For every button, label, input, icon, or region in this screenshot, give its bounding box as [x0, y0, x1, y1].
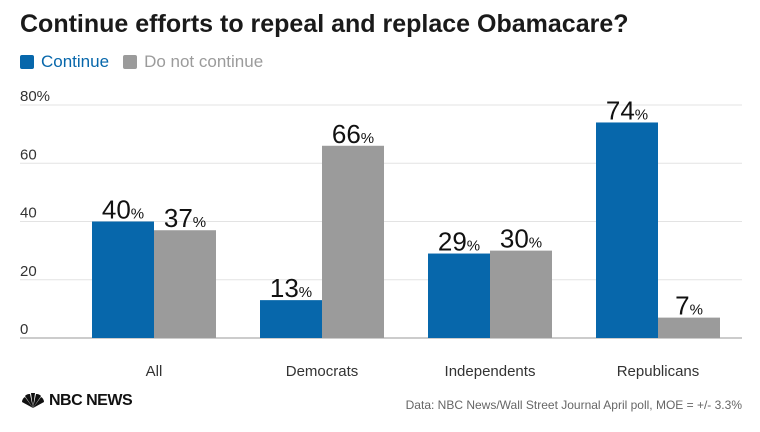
legend-swatch-do-not-continue: [123, 55, 138, 69]
bar: [260, 300, 322, 338]
data-label: 13%: [270, 273, 312, 303]
legend-item-do-not-continue: Do not continue: [123, 52, 263, 72]
data-label: 30%: [500, 224, 542, 254]
bar: [490, 250, 552, 338]
legend-swatch-continue: [20, 55, 34, 69]
bar: [596, 122, 658, 338]
y-tick-label: 40: [20, 205, 37, 222]
bar: [92, 221, 154, 338]
chart-title: Continue efforts to repeal and replace O…: [20, 10, 629, 38]
x-tick-label: Independents: [445, 363, 536, 380]
x-tick-label: All: [146, 363, 163, 380]
data-label: 74%: [606, 95, 648, 125]
x-tick-label: Democrats: [286, 363, 359, 380]
bar: [428, 253, 490, 338]
source-note: Data: NBC News/Wall Street Journal April…: [405, 398, 742, 412]
bar: [154, 230, 216, 338]
peacock-icon: [22, 393, 44, 408]
data-label: 7%: [675, 291, 703, 321]
x-tick-label: Republicans: [617, 363, 700, 380]
legend-label-continue: Continue: [41, 52, 110, 71]
y-tick-label: 80%: [20, 88, 50, 105]
bar: [322, 145, 384, 338]
data-label: 29%: [438, 227, 480, 257]
legend: Continue Do not continue: [20, 52, 277, 72]
data-label: 66%: [332, 119, 374, 149]
y-tick-label: 0: [20, 321, 28, 338]
logo-text: NBC NEWS: [49, 392, 133, 409]
y-tick-label: 20: [20, 263, 37, 280]
bar: [658, 317, 720, 338]
nbc-news-logo: NBC NEWS: [20, 392, 133, 410]
data-label: 37%: [164, 203, 206, 233]
legend-item-continue: Continue: [20, 52, 109, 72]
y-tick-label: 60: [20, 146, 37, 163]
legend-label-do-not-continue: Do not continue: [144, 52, 264, 71]
data-label: 40%: [102, 195, 144, 225]
